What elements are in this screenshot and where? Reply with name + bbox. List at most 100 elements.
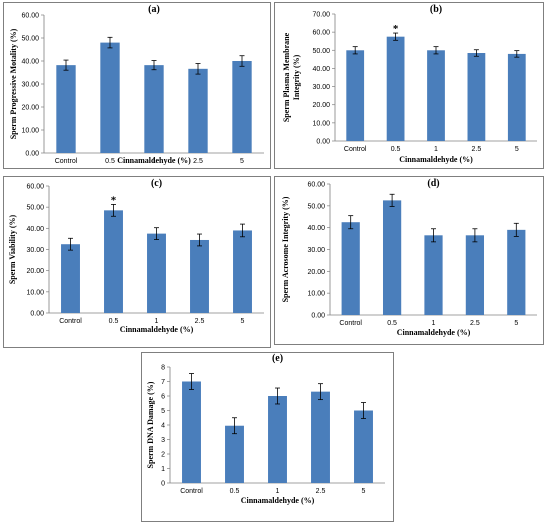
- error-bar: [111, 204, 116, 217]
- x-tick-label: 0.5: [391, 146, 401, 153]
- x-tick-label: 2.5: [316, 488, 326, 495]
- y-tick-label: 0.00: [30, 311, 44, 318]
- y-tick-label: 3: [161, 437, 165, 444]
- x-tick-label: Control: [339, 320, 362, 327]
- chart-panel-c: (c) 0.00 10.00 20.00 30.00 40.00 50.00 60.00 Con…: [3, 176, 271, 348]
- panel-label: (c): [151, 178, 162, 189]
- x-tick-label: 1: [276, 488, 280, 495]
- error-bar: [473, 49, 479, 57]
- bar: [56, 65, 76, 153]
- error-bar: [68, 237, 73, 251]
- x-tick-label: 2.5: [193, 158, 203, 165]
- y-axis-title-line: Sperm Plasma Membrane: [282, 32, 291, 122]
- error-bar: [389, 193, 395, 207]
- y-tick-label: 20.00: [26, 268, 44, 275]
- x-axis-title: Cinnamaldehyde (%): [241, 496, 315, 505]
- bar: [507, 53, 526, 141]
- x-tick-label: 0.5: [230, 488, 240, 495]
- y-tick-label: 4: [161, 423, 165, 430]
- y-tick-label: 2: [161, 452, 165, 459]
- error-bar: [189, 373, 194, 390]
- chart-panel-b: (b) 0.00 10.00 20.00 30.00 40.00 50.00 60.00 70.…: [274, 2, 544, 169]
- x-tick-label: Control: [180, 488, 203, 495]
- error-bar: [240, 223, 245, 238]
- error-bar: [348, 215, 354, 230]
- x-tick-label: Control: [344, 146, 367, 153]
- y-tick-label: 5: [161, 408, 165, 415]
- y-tick-label: 0.00: [316, 139, 330, 146]
- y-tick-label: 8: [161, 365, 165, 372]
- y-tick-label: 30.00: [312, 84, 330, 91]
- y-axis-title: Sperm Plasma MembraneIntegrity (%): [282, 32, 301, 122]
- chart-svg: (d) 0.00 10.00 20.00 30.00 40.00 50.00 60.00 Con…: [281, 178, 537, 337]
- bar: [268, 396, 287, 483]
- bar: [144, 65, 164, 153]
- bar: [225, 425, 244, 483]
- bar: [147, 233, 166, 313]
- bar: [382, 200, 402, 315]
- x-axis-title: Cinnamaldehyde (%): [397, 328, 471, 337]
- chart-panel-e: (e) 0 1 2 3 4 5 6 7 8 Control 0.5 1 2.5 5 Cinnamaldehyd…: [141, 352, 394, 522]
- x-tick-label: 5: [515, 146, 519, 153]
- error-bar: [195, 63, 201, 75]
- x-tick-label: 5: [362, 488, 366, 495]
- y-tick-label: 20.00: [312, 102, 330, 109]
- bar: [386, 36, 405, 141]
- error-bar: [513, 222, 519, 237]
- panel-label: (e): [272, 353, 283, 364]
- bar: [233, 230, 252, 313]
- panel-label: (b): [430, 4, 442, 15]
- chart-svg: (a) 0.00 10.00 20.00 30.00 40.00 50.00 60.00 Con…: [9, 4, 264, 165]
- bar: [311, 391, 330, 483]
- error-bar: [151, 60, 157, 71]
- bar: [467, 53, 486, 141]
- y-tick-label: 70.00: [312, 12, 330, 19]
- error-bar: [361, 402, 366, 419]
- x-axis-title: Cinnamaldehyde (%): [120, 325, 194, 334]
- y-tick-label: 50.00: [307, 203, 325, 210]
- bar: [100, 42, 120, 153]
- y-tick-label: 40.00: [21, 59, 39, 66]
- error-bar: [275, 387, 280, 405]
- x-tick-label: 5: [514, 320, 518, 327]
- y-tick-label: 10.00: [21, 128, 39, 135]
- y-tick-label: 40.00: [312, 66, 330, 73]
- bar: [182, 381, 201, 483]
- y-tick-label: 30.00: [26, 247, 44, 254]
- error-bar: [393, 32, 399, 41]
- y-tick-label: 7: [161, 379, 165, 386]
- y-tick-label: 20.00: [21, 105, 39, 112]
- y-tick-label: 30.00: [21, 82, 39, 89]
- y-tick-label: 10.00: [312, 120, 330, 127]
- x-tick-label: 0.5: [387, 320, 397, 327]
- x-axis-title: Cinnamaldehyde (%): [117, 156, 191, 165]
- y-axis-title: Sperm Viability (%): [8, 215, 17, 285]
- y-tick-label: 50.00: [21, 36, 39, 43]
- y-tick-label: 40.00: [307, 225, 325, 232]
- y-tick-label: 0.00: [311, 313, 325, 320]
- bar: [188, 68, 208, 153]
- x-tick-label: 5: [241, 318, 245, 325]
- y-tick-label: 1: [161, 466, 165, 473]
- y-tick-label: 30.00: [307, 247, 325, 254]
- x-tick-label: 2.5: [195, 318, 205, 325]
- x-tick-label: 5: [240, 158, 244, 165]
- error-bar: [232, 417, 237, 435]
- y-axis-title: Sperm Progressive Motality (%): [9, 28, 18, 139]
- chart-svg: (c) 0.00 10.00 20.00 30.00 40.00 50.00 60.00 Con…: [8, 178, 264, 334]
- y-tick-label: 50.00: [26, 205, 44, 212]
- panel-label: (d): [427, 178, 439, 189]
- bar: [427, 50, 445, 141]
- bar: [465, 235, 485, 315]
- x-tick-label: 1: [432, 320, 436, 327]
- y-tick-label: 0: [161, 481, 165, 488]
- bar: [424, 235, 443, 315]
- y-axis-title: Sperm Acrosome Integrity (%): [281, 196, 290, 302]
- error-bar: [433, 46, 439, 55]
- y-tick-label: 20.00: [307, 269, 325, 276]
- bar: [61, 244, 80, 313]
- error-bar: [514, 50, 520, 58]
- x-tick-label: 2.5: [470, 320, 480, 327]
- y-axis-title-line: Integrity (%): [292, 54, 301, 100]
- y-tick-label: 6: [161, 394, 165, 401]
